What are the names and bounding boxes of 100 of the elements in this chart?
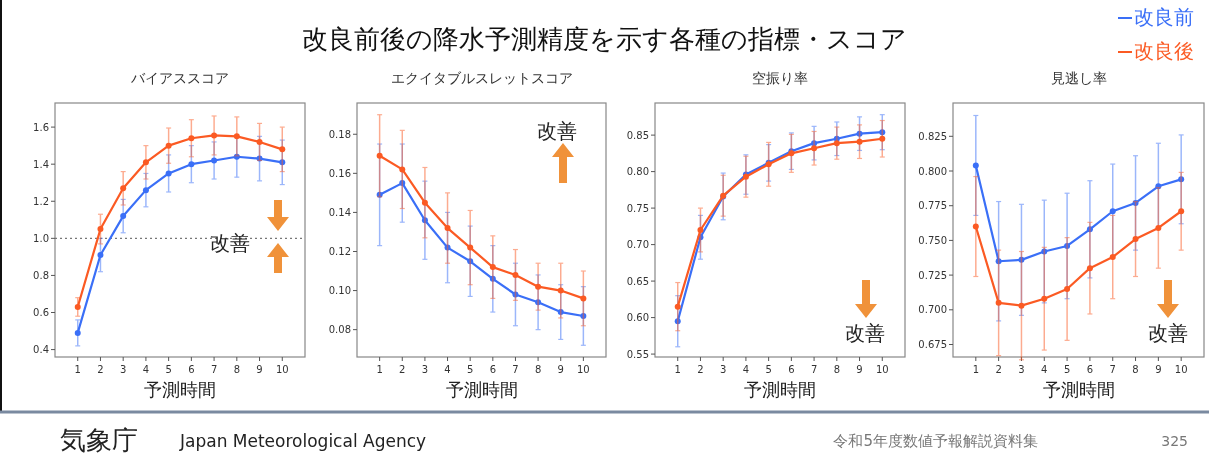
x-tick-label: 9 [1155, 364, 1162, 375]
x-tick-label: 1 [74, 364, 81, 375]
x-tick-label: 7 [1109, 364, 1116, 375]
x-tick-label: 7 [512, 364, 519, 375]
annotation: 改善 [537, 119, 577, 143]
legend-label: 改良前 [1134, 5, 1194, 29]
y-tick-label: 0.725 [918, 269, 947, 281]
point [811, 140, 818, 147]
point [120, 213, 127, 220]
point [1018, 302, 1025, 309]
chart-title: エクイタブルスレットスコア [390, 70, 573, 86]
point [972, 223, 979, 230]
point [97, 252, 104, 259]
x-tick-label: 1 [674, 364, 681, 375]
point [674, 303, 681, 310]
point [444, 225, 451, 232]
text: Japan Meteorological Agency [179, 431, 427, 451]
x-tick-label: 4 [444, 364, 451, 375]
x-tick-label: 8 [534, 364, 542, 375]
y-tick-label: 0.4 [33, 344, 49, 356]
x-tick-label: 3 [119, 364, 127, 375]
x-tick-label: 9 [256, 364, 263, 375]
point [489, 264, 496, 271]
point [674, 318, 681, 325]
y-tick-label: 0.75 [626, 202, 649, 214]
y-tick-label: 0.65 [626, 275, 649, 287]
y-tick-label: 0.60 [626, 312, 649, 324]
y-tick-label: 0.16 [328, 167, 351, 179]
point [489, 275, 496, 282]
point [535, 283, 542, 290]
x-tick-label: 2 [97, 364, 104, 375]
point [467, 244, 474, 251]
x-tick-label: 8 [233, 364, 241, 375]
x-tick-label: 8 [833, 364, 841, 375]
y-tick-label: 0.700 [918, 304, 947, 316]
point [1178, 176, 1185, 183]
point [580, 312, 587, 319]
chart-title: 空振り率 [752, 70, 808, 86]
point [444, 244, 451, 251]
x-tick-label: 4 [1041, 364, 1048, 375]
y-tick-label: 0.18 [328, 128, 351, 140]
x-tick-label: 4 [742, 364, 750, 375]
point [97, 226, 104, 233]
x-axis-title: 予測時間 [144, 379, 216, 400]
x-tick-label: 10 [875, 364, 889, 375]
y-tick-label: 0.775 [918, 200, 947, 212]
point [1086, 265, 1093, 272]
x-tick-label: 10 [275, 364, 289, 375]
y-tick-label: 0.85 [626, 129, 649, 141]
x-tick-label: 1 [972, 364, 980, 375]
point [833, 140, 840, 147]
chart-title: 見逃し率 [1050, 70, 1107, 86]
x-axis-title: 予測時間 [1042, 379, 1115, 400]
x-tick-label: 2 [995, 364, 1002, 375]
point [512, 271, 519, 278]
text: 改良前後の降水予測精度を示す各種の指標・スコア [301, 24, 907, 54]
point [580, 295, 587, 302]
x-tick-label: 6 [489, 364, 497, 375]
point [399, 166, 406, 173]
x-tick-label: 7 [210, 364, 218, 375]
y-tick-label: 1.6 [33, 121, 49, 133]
y-tick-label: 0.675 [918, 339, 947, 351]
point [74, 329, 81, 336]
y-tick-label: 0.800 [918, 165, 947, 177]
y-tick-label: 0.70 [626, 239, 649, 251]
x-tick-label: 5 [1063, 364, 1071, 375]
point [165, 142, 172, 149]
point [1132, 236, 1139, 243]
annotation: 改善 [845, 321, 885, 345]
y-tick-label: 1.0 [33, 232, 49, 244]
y-tick-label: 1.2 [33, 195, 49, 207]
point [376, 152, 383, 159]
y-tick-label: 1.4 [33, 158, 49, 170]
x-tick-label: 9 [557, 364, 564, 375]
point [142, 187, 149, 194]
text: 令和5年度数値予報解説資料集 [833, 432, 1038, 450]
x-tick-label: 6 [788, 364, 795, 375]
x-tick-label: 10 [1174, 364, 1188, 375]
point [279, 146, 286, 153]
y-tick-label: 0.80 [626, 166, 649, 178]
y-tick-label: 0.08 [328, 324, 351, 336]
x-tick-label: 3 [1018, 364, 1025, 375]
legend-label: 改良後 [1134, 39, 1194, 63]
point [1064, 285, 1071, 292]
x-tick-label: 10 [577, 364, 590, 375]
point [74, 303, 81, 310]
text: 気象庁 [60, 425, 138, 455]
x-tick-label: 2 [399, 364, 406, 375]
point [879, 135, 886, 142]
chart-title: バイアススコア [130, 70, 229, 86]
annotation: 改善 [1148, 321, 1188, 345]
x-tick-label: 5 [466, 364, 474, 375]
x-tick-label: 8 [1132, 364, 1139, 375]
point [811, 145, 818, 152]
point [995, 299, 1002, 306]
y-tick-label: 0.12 [328, 245, 351, 257]
point [421, 199, 428, 206]
point [1178, 208, 1185, 215]
y-tick-label: 0.750 [918, 234, 947, 246]
point [188, 161, 195, 168]
